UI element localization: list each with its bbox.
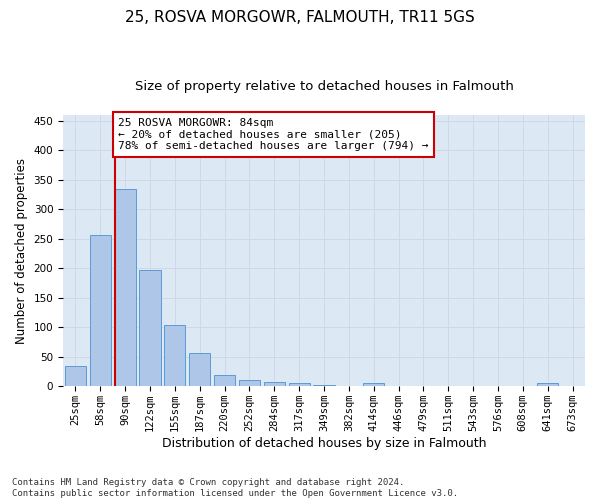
Bar	[65, 366, 86, 386]
Title: Size of property relative to detached houses in Falmouth: Size of property relative to detached ho…	[134, 80, 514, 93]
Bar	[313, 384, 335, 386]
Bar	[189, 352, 210, 386]
Bar	[90, 236, 111, 386]
Bar	[264, 382, 285, 386]
Y-axis label: Number of detached properties: Number of detached properties	[15, 158, 28, 344]
Text: Contains HM Land Registry data © Crown copyright and database right 2024.
Contai: Contains HM Land Registry data © Crown c…	[12, 478, 458, 498]
Text: 25, ROSVA MORGOWR, FALMOUTH, TR11 5GS: 25, ROSVA MORGOWR, FALMOUTH, TR11 5GS	[125, 10, 475, 25]
Bar	[164, 325, 185, 386]
Text: 25 ROSVA MORGOWR: 84sqm
← 20% of detached houses are smaller (205)
78% of semi-d: 25 ROSVA MORGOWR: 84sqm ← 20% of detache…	[118, 118, 429, 151]
Bar	[537, 384, 558, 386]
X-axis label: Distribution of detached houses by size in Falmouth: Distribution of detached houses by size …	[162, 437, 486, 450]
Bar	[363, 384, 384, 386]
Bar	[139, 270, 161, 386]
Bar	[214, 375, 235, 386]
Bar	[115, 188, 136, 386]
Bar	[239, 380, 260, 386]
Bar	[289, 383, 310, 386]
